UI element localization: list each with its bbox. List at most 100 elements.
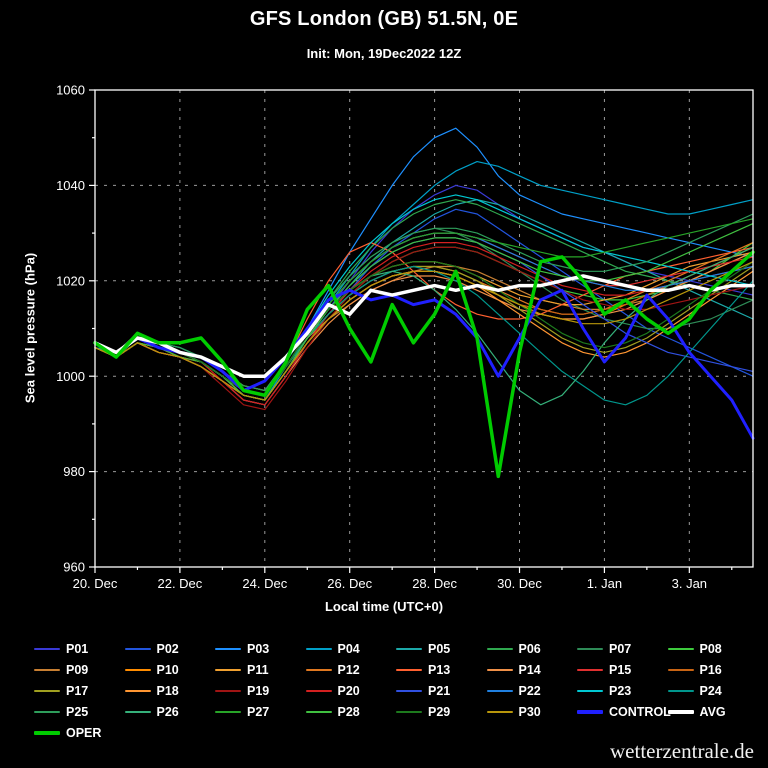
- gridlines: [95, 90, 753, 567]
- legend-item-p09: P09: [34, 663, 125, 677]
- legend-swatch: [486, 669, 513, 671]
- legend-item-p13: P13: [396, 663, 487, 677]
- x-tick-label: 28. Dec: [412, 576, 457, 591]
- legend-swatch: [34, 648, 60, 650]
- legend-swatch: [124, 669, 151, 671]
- legend-label: P17: [66, 684, 89, 698]
- chart-title: GFS London (GB) 51.5N, 0E: [249, 8, 519, 30]
- legend-label: P07: [609, 642, 632, 656]
- legend-item-p28: P28: [305, 705, 397, 719]
- legend-item-p30: P30: [486, 705, 578, 719]
- x-tick-label: 30. Dec: [497, 576, 542, 591]
- legend-swatch: [577, 690, 603, 692]
- x-tick-label: 1. Jan: [587, 576, 622, 591]
- legend-label: AVG: [699, 705, 726, 719]
- legend-label: P14: [518, 663, 541, 677]
- legend-label: OPER: [66, 726, 102, 740]
- legend-item-p17: P17: [34, 684, 125, 698]
- series-p13: [94, 242, 754, 396]
- x-tick-label: 20. Dec: [73, 576, 118, 591]
- series-avg: [93, 274, 755, 378]
- legend-swatch: [34, 669, 60, 671]
- pressure-plot: 960 980 1000 1020 1040 1060 20. Dec 22. Dec 24. …: [56, 83, 755, 591]
- legend-label: P30: [518, 705, 541, 719]
- series-p05: [94, 199, 754, 401]
- legend-item-p23: P23: [577, 684, 668, 698]
- legend-label: P06: [518, 642, 541, 656]
- legend-swatch: [667, 690, 694, 692]
- legend-swatch: [305, 669, 332, 671]
- legend-swatch: [486, 690, 513, 692]
- series-p15: [94, 232, 754, 396]
- legend-label: P29: [428, 705, 451, 719]
- legend-swatch: [667, 710, 694, 714]
- legend-item-p05: P05: [396, 642, 487, 656]
- legend-label: P28: [337, 705, 360, 719]
- legend-swatch: [396, 711, 422, 713]
- series-p30: [94, 261, 754, 401]
- legend-swatch: [667, 648, 694, 650]
- legend-swatch: [305, 648, 332, 650]
- legend-swatch: [34, 690, 60, 692]
- legend-item-avg: AVG: [667, 705, 759, 719]
- legend-item-p02: P02: [124, 642, 216, 656]
- series-p22: [94, 232, 754, 396]
- legend-swatch: [486, 711, 513, 713]
- legend-swatch: [396, 690, 422, 692]
- y-tick-label: 960: [63, 560, 85, 575]
- legend-swatch: [215, 669, 241, 671]
- tick-labels: 960 980 1000 1020 1040 1060 20. Dec 22. Dec 24. …: [56, 83, 707, 591]
- legend-item-p19: P19: [215, 684, 306, 698]
- legend-item-p21: P21: [396, 684, 487, 698]
- legend-swatch: [577, 710, 603, 714]
- x-tick-label: 22. Dec: [157, 576, 202, 591]
- legend-item-p07: P07: [577, 642, 668, 656]
- legend-swatch: [486, 648, 513, 650]
- legend-item-p15: P15: [577, 663, 668, 677]
- y-tick-label: 1040: [56, 178, 85, 193]
- legend-swatch: [577, 648, 603, 650]
- y-tick-label: 1000: [56, 369, 85, 384]
- legend-label: P23: [609, 684, 632, 698]
- legend-item-p20: P20: [305, 684, 397, 698]
- legend-item-p06: P06: [486, 642, 578, 656]
- legend-label: P25: [66, 705, 89, 719]
- legend-swatch: [396, 669, 422, 671]
- legend-item-oper: OPER: [34, 726, 125, 740]
- chart-subtitle: Init: Mon, 19Dec2022 12Z: [306, 46, 462, 61]
- legend-item-p25: P25: [34, 705, 125, 719]
- legend-item-p08: P08: [667, 642, 759, 656]
- legend-label: P02: [156, 642, 179, 656]
- series-oper: [93, 250, 755, 479]
- legend-swatch: [215, 711, 241, 713]
- legend-item-p24: P24: [667, 684, 759, 698]
- legend-swatch: [124, 690, 151, 692]
- legend-label: P08: [699, 642, 722, 656]
- y-tick-label: 980: [63, 464, 85, 479]
- series-p06: [94, 199, 754, 396]
- legend-label: P21: [428, 684, 451, 698]
- legend-item-p04: P04: [305, 642, 397, 656]
- series-p01: [94, 184, 754, 401]
- legend-label: P24: [699, 684, 722, 698]
- legend-item-p03: P03: [215, 642, 306, 656]
- legend-item-p18: P18: [124, 684, 216, 698]
- legend-item-p10: P10: [124, 663, 216, 677]
- y-tick-label: 1060: [56, 83, 85, 98]
- legend-label: P18: [156, 684, 179, 698]
- legend-label: P19: [247, 684, 270, 698]
- series-p07: [94, 227, 754, 392]
- watermark: wetterzentrale.de: [610, 739, 754, 763]
- legend-label: CONTROL: [609, 705, 671, 719]
- x-tick-label: 26. Dec: [327, 576, 372, 591]
- legend-item-p11: P11: [215, 663, 306, 677]
- series-p19: [94, 246, 754, 411]
- legend-label: P16: [699, 663, 722, 677]
- series-p08: [94, 242, 754, 396]
- legend-item-p22: P22: [486, 684, 578, 698]
- legend-swatch: [34, 731, 60, 735]
- legend-item-p16: P16: [667, 663, 759, 677]
- legend-label: P26: [156, 705, 179, 719]
- tick-marks: [89, 89, 733, 573]
